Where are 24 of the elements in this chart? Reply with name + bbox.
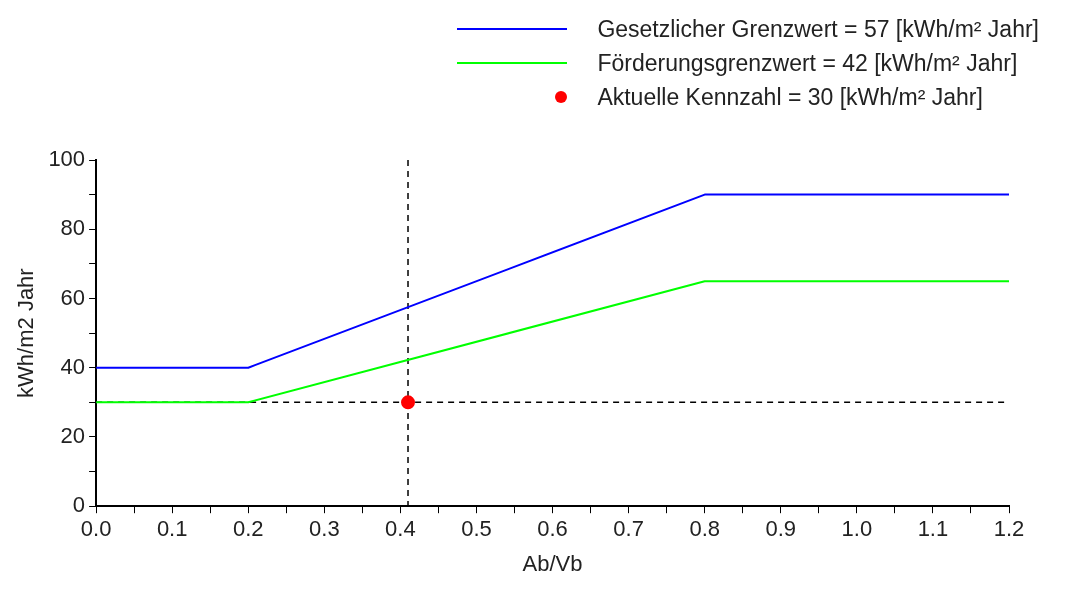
y-tick-label: 100 bbox=[48, 146, 86, 172]
y-tick-label: 60 bbox=[60, 284, 86, 310]
x-tick-label: 0.6 bbox=[537, 516, 568, 542]
x-tick-label: 0.3 bbox=[309, 516, 340, 542]
x-tick-label: 0.4 bbox=[385, 516, 416, 542]
x-axis-title: Ab/Vb bbox=[522, 550, 583, 576]
y-axis-title: kWh/m2 Jahr bbox=[13, 268, 39, 398]
x-tick-label: 0.7 bbox=[613, 516, 644, 542]
x-tick-label: 1.0 bbox=[841, 516, 873, 542]
y-tick-label: 20 bbox=[60, 423, 86, 449]
x-tick-label: 0.2 bbox=[232, 516, 264, 542]
legend-label: Förderungsgrenzwert = 42 [kWh/m² Jahr] bbox=[597, 49, 1018, 77]
x-tick-label: 0.0 bbox=[80, 516, 112, 542]
y-tick-label: 0 bbox=[72, 492, 86, 518]
legend-label: Gesetzlicher Grenzwert = 57 [kWh/m² Jahr] bbox=[597, 15, 1039, 43]
x-tick-label: 0.1 bbox=[156, 516, 188, 542]
x-tick-label: 0.9 bbox=[765, 516, 797, 542]
x-tick-label: 0.5 bbox=[461, 516, 492, 542]
x-tick-label: 1.2 bbox=[993, 516, 1025, 542]
y-tick-label: 40 bbox=[60, 353, 86, 379]
y-tick-label: 80 bbox=[60, 215, 86, 241]
x-tick-label: 1.1 bbox=[917, 516, 949, 542]
x-tick-label: 0.8 bbox=[689, 516, 720, 542]
legend-label: Aktuelle Kennzahl = 30 [kWh/m² Jahr] bbox=[597, 83, 983, 111]
